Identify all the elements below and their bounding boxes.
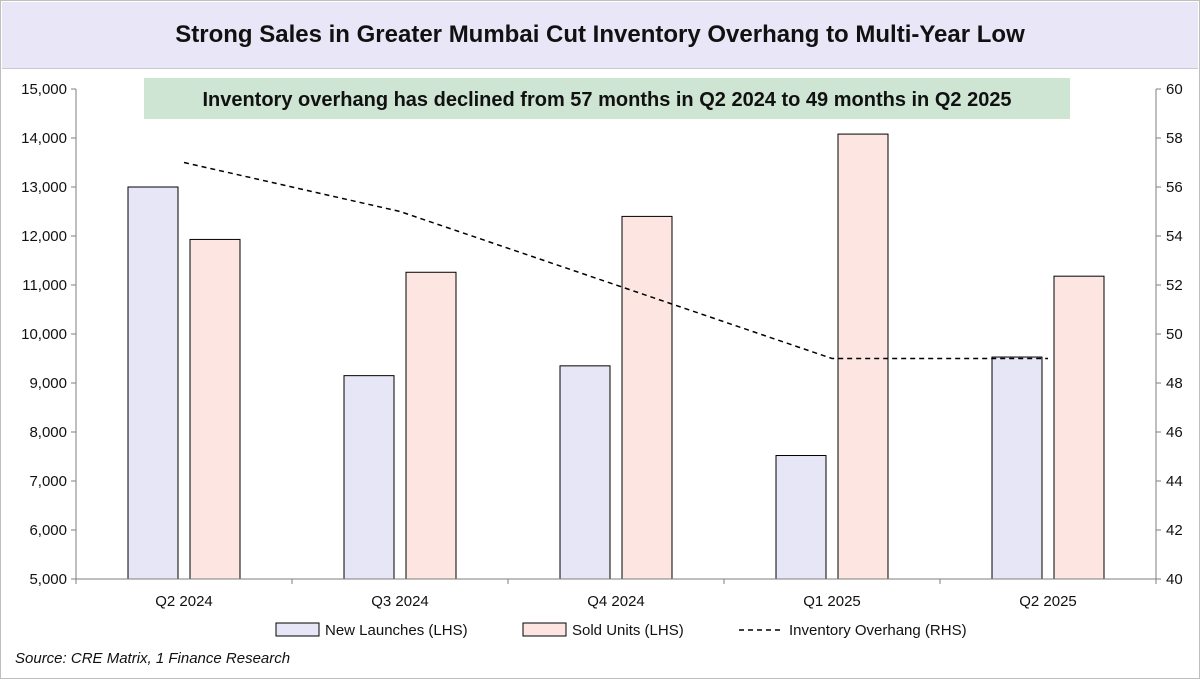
left-tick-label: 12,000 bbox=[21, 228, 67, 245]
x-tick-label: Q1 2025 bbox=[803, 593, 861, 610]
left-tick-label: 10,000 bbox=[21, 326, 67, 343]
annotation-box bbox=[144, 78, 1070, 119]
right-tick-label: 46 bbox=[1166, 424, 1183, 441]
legend-sold-units-swatch bbox=[522, 622, 567, 637]
right-tick-label: 42 bbox=[1166, 522, 1183, 539]
bar-sold-units bbox=[621, 215, 673, 580]
bar-new-launches bbox=[127, 186, 179, 580]
x-tick-label: Q2 2025 bbox=[1019, 593, 1077, 610]
right-tick-label: 40 bbox=[1166, 571, 1183, 588]
right-tick-label: 54 bbox=[1166, 228, 1183, 245]
left-tick-label: 5,000 bbox=[29, 571, 67, 588]
left-tick-label: 13,000 bbox=[21, 179, 67, 196]
annotation-text: Inventory overhang has declined from 57 … bbox=[202, 89, 1011, 111]
right-tick-label: 44 bbox=[1166, 473, 1183, 490]
right-tick-label: 52 bbox=[1166, 277, 1183, 294]
bar-sold-units bbox=[189, 238, 241, 580]
x-tick-label: Q2 2024 bbox=[155, 593, 213, 610]
right-tick-label: 48 bbox=[1166, 375, 1183, 392]
bar-new-launches bbox=[559, 365, 611, 580]
x-tick-label: Q3 2024 bbox=[371, 593, 429, 610]
left-tick-label: 6,000 bbox=[29, 522, 67, 539]
bar-new-launches bbox=[991, 356, 1043, 580]
right-tick-label: 58 bbox=[1166, 130, 1183, 147]
bar-sold-units bbox=[1053, 275, 1105, 580]
bar-new-launches bbox=[775, 455, 827, 580]
legend-new-launches-label: New Launches (LHS) bbox=[325, 622, 468, 639]
source-note: Source: CRE Matrix, 1 Finance Research bbox=[15, 650, 291, 667]
x-tick-label: Q4 2024 bbox=[587, 593, 645, 610]
right-tick-label: 50 bbox=[1166, 326, 1183, 343]
left-tick-label: 8,000 bbox=[29, 424, 67, 441]
legend-sold-units-label: Sold Units (LHS) bbox=[572, 622, 684, 639]
legend-new-launches-swatch bbox=[275, 622, 320, 637]
right-tick-label: 60 bbox=[1166, 81, 1183, 98]
legend-inventory-overhang-label: Inventory Overhang (RHS) bbox=[789, 622, 967, 639]
right-tick-label: 56 bbox=[1166, 179, 1183, 196]
line-inventory-overhang bbox=[183, 161, 1048, 360]
left-tick-label: 11,000 bbox=[22, 277, 67, 294]
left-tick-label: 14,000 bbox=[21, 130, 67, 147]
bar-sold-units bbox=[405, 271, 457, 580]
left-tick-label: 9,000 bbox=[29, 375, 67, 392]
bar-new-launches bbox=[343, 375, 395, 580]
title-bar: Strong Sales in Greater Mumbai Cut Inven… bbox=[2, 2, 1198, 69]
chart-title: Strong Sales in Greater Mumbai Cut Inven… bbox=[175, 21, 1025, 48]
bar-sold-units bbox=[837, 133, 889, 580]
left-tick-label: 15,000 bbox=[21, 81, 67, 98]
left-tick-label: 7,000 bbox=[29, 473, 67, 490]
